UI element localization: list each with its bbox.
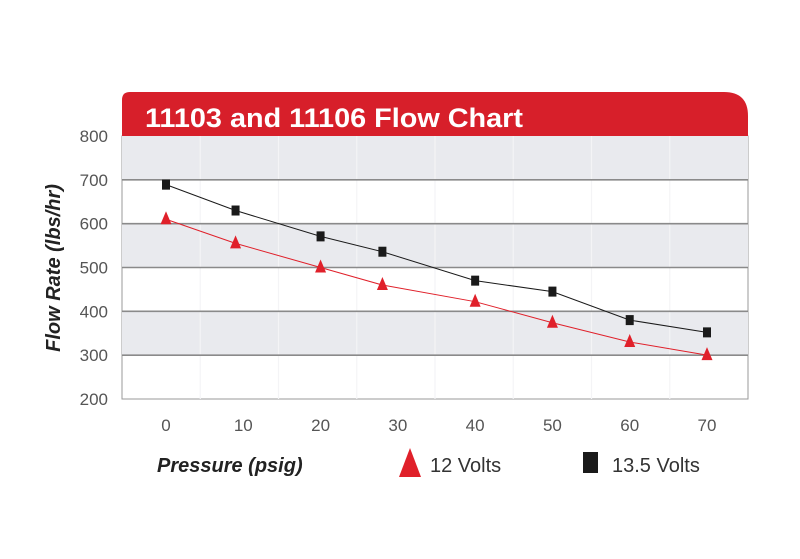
x-tick-label: 10	[234, 416, 253, 435]
x-tick-label: 60	[620, 416, 639, 435]
data-point-12-volts	[160, 211, 172, 225]
x-axis-label: Pressure (psig)	[157, 455, 303, 477]
data-point-13-5-volts	[378, 246, 387, 257]
data-point-12-volts	[376, 277, 388, 291]
legend-marker-13-5-volts	[583, 452, 598, 473]
chart-title: 11103 and 11106 Flow Chart	[145, 103, 523, 133]
data-point-13-5-volts	[548, 286, 557, 297]
legend-label-13-5-volts: 13.5 Volts	[612, 455, 700, 477]
y-tick-label: 500	[80, 259, 108, 278]
y-tick-labels: 200 300 400 500 600 700 800	[80, 127, 108, 409]
legend-marker-12-volts	[399, 448, 421, 477]
data-point-13-5-volts	[471, 275, 480, 286]
series-line-13-5-volts	[165, 184, 708, 333]
y-tick-label: 300	[80, 346, 108, 365]
legend: 12 Volts 13.5 Volts	[399, 448, 700, 477]
series-line-12-volts	[165, 218, 708, 356]
x-tick-labels: 0 10 20 30 40 50 60 70	[161, 416, 716, 435]
data-point-13-5-volts	[231, 205, 240, 216]
horizontal-gridlines	[122, 179, 748, 356]
y-axis-label: Flow Rate (lbs/hr)	[43, 184, 65, 352]
x-tick-label: 20	[311, 416, 330, 435]
y-tick-label: 600	[80, 215, 108, 234]
data-point-12-volts	[701, 347, 713, 361]
y-tick-label: 400	[80, 302, 108, 321]
y-tick-label: 200	[80, 390, 108, 409]
data-point-13-5-volts	[703, 327, 711, 338]
x-tick-label: 30	[388, 416, 407, 435]
title-bar	[122, 92, 748, 136]
y-tick-label: 800	[80, 127, 108, 146]
data-point-12-volts	[315, 259, 327, 273]
x-tick-label: 0	[161, 416, 170, 435]
data-point-13-5-volts	[162, 179, 170, 190]
data-point-12-volts	[624, 334, 636, 348]
data-point-12-volts	[546, 314, 558, 328]
data-point-12-volts	[230, 235, 242, 249]
y-tick-label: 700	[80, 171, 108, 190]
data-point-13-5-volts	[316, 231, 325, 242]
series-layer	[160, 179, 713, 361]
legend-label-12-volts: 12 Volts	[430, 455, 501, 477]
data-point-13-5-volts	[625, 315, 634, 326]
data-point-12-volts	[469, 293, 481, 307]
x-tick-label: 40	[466, 416, 485, 435]
x-tick-label: 50	[543, 416, 562, 435]
x-tick-label: 70	[698, 416, 717, 435]
